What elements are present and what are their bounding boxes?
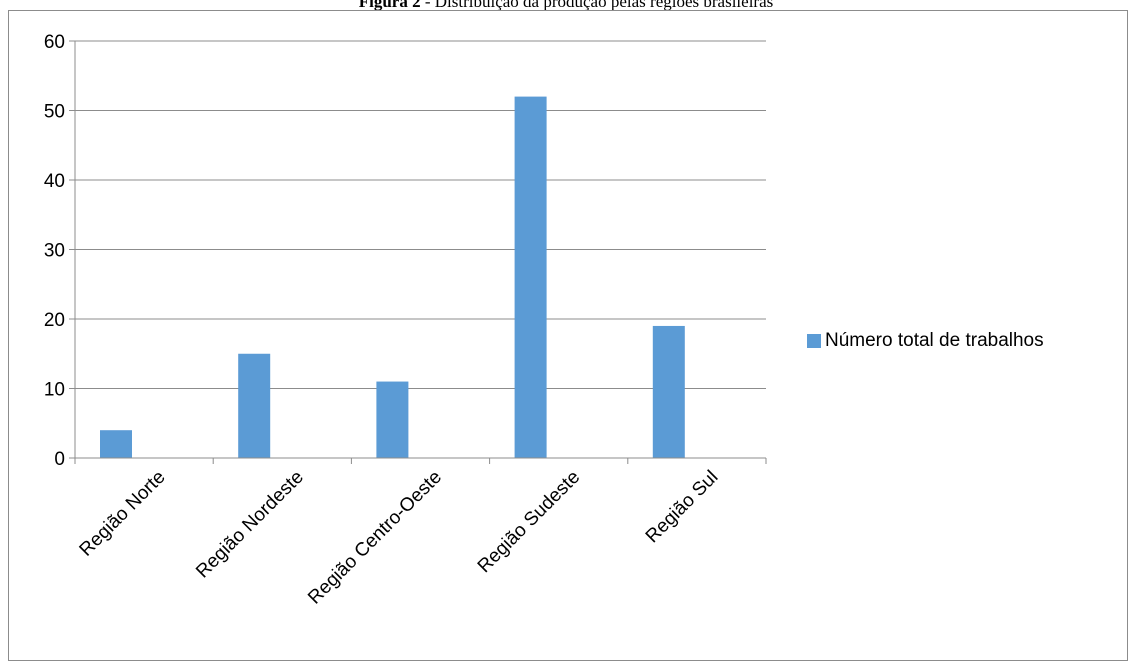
y-tick-label: 30 bbox=[44, 241, 65, 262]
bar-2 bbox=[238, 353, 271, 458]
legend-label: Número total de trabalhos bbox=[825, 330, 1044, 351]
y-tick-label: 20 bbox=[44, 310, 65, 331]
bar-1 bbox=[100, 430, 132, 458]
x-category-label: Região Sul bbox=[642, 467, 723, 548]
figure-caption-label: Figura 2 bbox=[358, 0, 421, 11]
y-tick-label: 50 bbox=[44, 102, 65, 123]
x-category-label: Região Nordeste bbox=[192, 467, 308, 583]
figure-caption: Figura 2 - Distribuição da produção pela… bbox=[0, 0, 1132, 10]
y-tick-label: 40 bbox=[44, 171, 65, 192]
x-category-label: Região Sudeste bbox=[474, 467, 584, 577]
legend-swatch bbox=[807, 334, 821, 348]
y-tick-label: 0 bbox=[54, 449, 65, 470]
y-tick-label: 10 bbox=[44, 380, 65, 401]
x-category-label: Região Norte bbox=[76, 467, 170, 561]
bar-5 bbox=[652, 325, 685, 458]
figure-caption-text: - Distribuição da produção pelas regiões… bbox=[420, 0, 774, 11]
chart-legend: Número total de trabalhos bbox=[807, 330, 1044, 352]
y-tick-label: 60 bbox=[44, 32, 65, 53]
bar-3 bbox=[376, 381, 409, 458]
chart-area bbox=[8, 10, 1128, 661]
bar-4 bbox=[514, 96, 547, 458]
x-category-label: Região Centro-Oeste bbox=[304, 467, 446, 609]
